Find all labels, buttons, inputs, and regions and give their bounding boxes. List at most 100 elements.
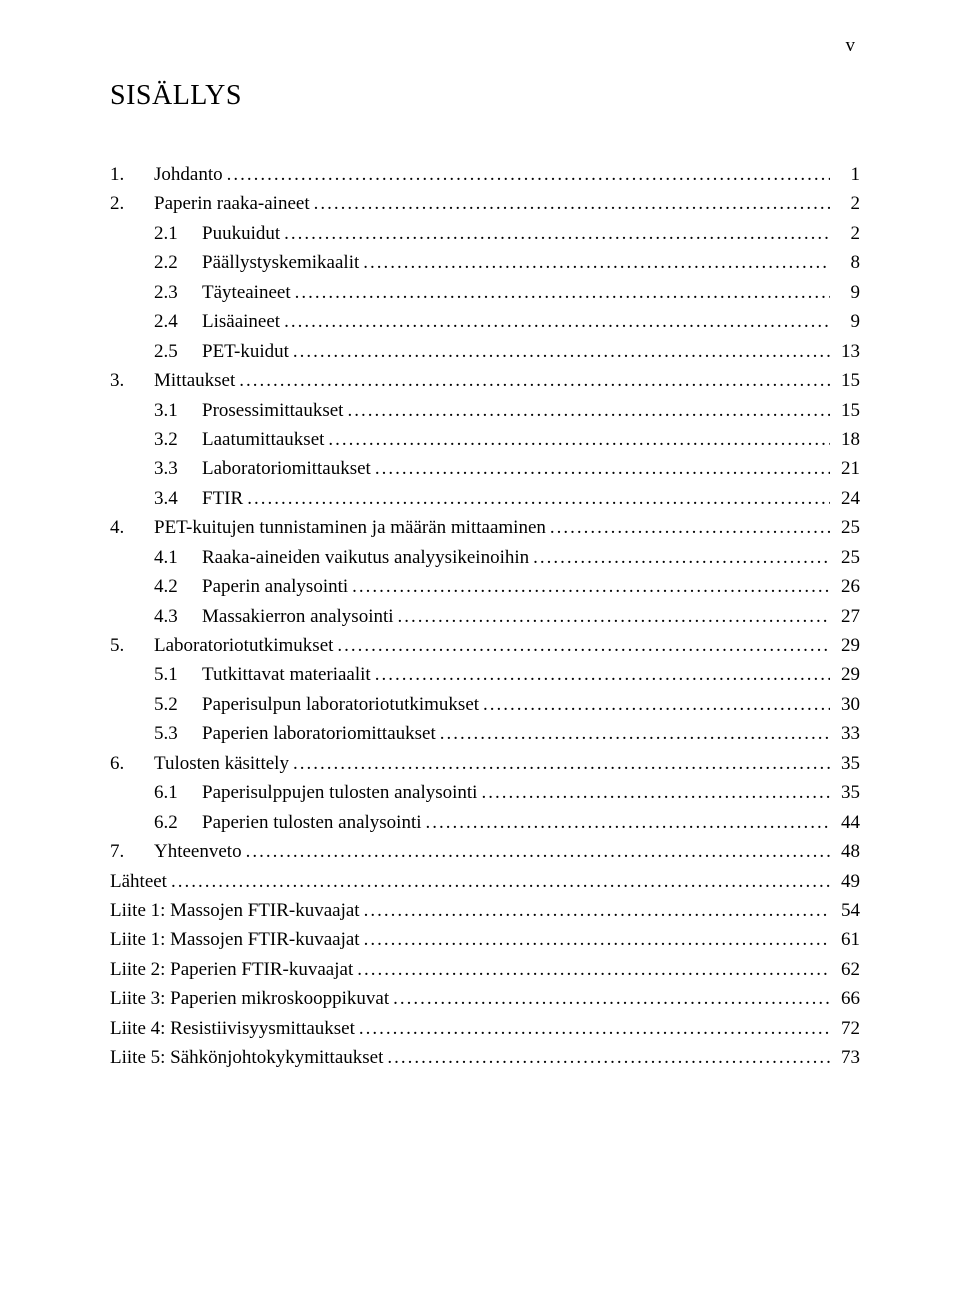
toc-leader-dots	[387, 1043, 830, 1072]
toc-entry-number: 3.4	[154, 484, 202, 513]
toc-leader-dots	[328, 425, 830, 454]
toc-entry: 4.1Raaka-aineiden vaikutus analyysikeino…	[110, 543, 860, 572]
toc-entry-number: 4.1	[154, 543, 202, 572]
toc-entry-text: Mittaukset	[154, 366, 235, 395]
toc-entry-text: Liite 2: Paperien FTIR-kuvaajat	[110, 955, 353, 984]
toc-entry-page: 35	[834, 749, 860, 778]
toc-leader-dots	[247, 484, 830, 513]
toc-entry-text: Liite 3: Paperien mikroskooppikuvat	[110, 984, 389, 1013]
toc-entry: Liite 3: Paperien mikroskooppikuvat66	[110, 984, 860, 1013]
table-of-contents: 1.Johdanto12.Paperin raaka-aineet22.1Puu…	[110, 160, 860, 1073]
toc-entry-text: Laboratoriomittaukset	[202, 454, 371, 483]
toc-entry-text: Raaka-aineiden vaikutus analyysikeinoihi…	[202, 543, 529, 572]
toc-entry-number: 6.1	[154, 778, 202, 807]
toc-leader-dots	[364, 896, 830, 925]
toc-entry: Liite 4: Resistiivisyysmittaukset72	[110, 1014, 860, 1043]
toc-entry: 3.1Prosessimittaukset15	[110, 396, 860, 425]
toc-leader-dots	[246, 837, 830, 866]
toc-entry-page: 27	[834, 602, 860, 631]
toc-entry-page: 49	[834, 867, 860, 896]
toc-entry-text: Prosessimittaukset	[202, 396, 343, 425]
toc-leader-dots	[284, 219, 830, 248]
toc-entry: 3.4FTIR24	[110, 484, 860, 513]
toc-entry-text: Lähteet	[110, 867, 167, 896]
toc-leader-dots	[357, 955, 830, 984]
toc-entry: 3.3Laboratoriomittaukset21	[110, 454, 860, 483]
toc-entry-number: 2.	[110, 189, 154, 218]
toc-entry-text: Liite 1: Massojen FTIR-kuvaajat	[110, 896, 360, 925]
toc-entry-page: 25	[834, 513, 860, 542]
toc-entry: 5.2Paperisulpun laboratoriotutkimukset30	[110, 690, 860, 719]
toc-entry-page: 61	[834, 925, 860, 954]
toc-entry-page: 73	[834, 1043, 860, 1072]
toc-leader-dots	[171, 867, 830, 896]
toc-leader-dots	[239, 366, 830, 395]
toc-entry: Liite 1: Massojen FTIR-kuvaajat 54	[110, 896, 860, 925]
toc-leader-dots	[352, 572, 830, 601]
toc-entry-number: 5.	[110, 631, 154, 660]
toc-entry-number: 6.2	[154, 808, 202, 837]
toc-entry-page: 9	[834, 307, 860, 336]
toc-leader-dots	[347, 396, 830, 425]
toc-entry-text: Paperin analysointi	[202, 572, 348, 601]
toc-entry-text: Liite 1: Massojen FTIR-kuvaajat	[110, 925, 360, 954]
toc-entry-page: 35	[834, 778, 860, 807]
toc-entry-number: 2.2	[154, 248, 202, 277]
toc-entry-page: 29	[834, 660, 860, 689]
toc-entry-page: 2	[834, 189, 860, 218]
toc-entry-text: Laatumittaukset	[202, 425, 324, 454]
toc-leader-dots	[393, 984, 830, 1013]
toc-leader-dots	[364, 925, 830, 954]
toc-leader-dots	[295, 278, 830, 307]
toc-entry-number: 3.1	[154, 396, 202, 425]
toc-entry-text: Paperisulppujen tulosten analysointi	[202, 778, 477, 807]
toc-entry-number: 5.2	[154, 690, 202, 719]
toc-entry: 2.1Puukuidut2	[110, 219, 860, 248]
toc-entry-number: 5.1	[154, 660, 202, 689]
toc-entry: 6.Tulosten käsittely 35	[110, 749, 860, 778]
toc-entry-page: 62	[834, 955, 860, 984]
toc-leader-dots	[293, 749, 830, 778]
toc-leader-dots	[483, 690, 830, 719]
toc-leader-dots	[550, 513, 830, 542]
toc-entry-page: 1	[834, 160, 860, 189]
toc-entry: 1.Johdanto 1	[110, 160, 860, 189]
toc-entry-page: 25	[834, 543, 860, 572]
toc-leader-dots	[293, 337, 830, 366]
toc-entry: 3.Mittaukset15	[110, 366, 860, 395]
toc-entry-page: 21	[834, 454, 860, 483]
toc-entry-text: Paperien tulosten analysointi	[202, 808, 422, 837]
toc-leader-dots	[284, 307, 830, 336]
toc-entry-number: 5.3	[154, 719, 202, 748]
toc-entry-page: 15	[834, 366, 860, 395]
toc-entry-page: 33	[834, 719, 860, 748]
toc-entry-text: Liite 4: Resistiivisyysmittaukset	[110, 1014, 355, 1043]
toc-entry-page: 29	[834, 631, 860, 660]
toc-entry: 5.1Tutkittavat materiaalit29	[110, 660, 860, 689]
toc-entry-number: 1.	[110, 160, 154, 189]
toc-entry: 3.2Laatumittaukset18	[110, 425, 860, 454]
toc-entry: Lähteet 49	[110, 867, 860, 896]
page-number-marker: v	[846, 35, 856, 57]
toc-entry-number: 4.3	[154, 602, 202, 631]
toc-entry-page: 18	[834, 425, 860, 454]
toc-entry-page: 54	[834, 896, 860, 925]
toc-entry-text: Johdanto	[154, 160, 223, 189]
toc-entry-page: 9	[834, 278, 860, 307]
toc-entry: 6.1Paperisulppujen tulosten analysointi 3…	[110, 778, 860, 807]
toc-entry: 5.Laboratoriotutkimukset29	[110, 631, 860, 660]
toc-leader-dots	[363, 248, 830, 277]
toc-leader-dots	[533, 543, 830, 572]
toc-leader-dots	[375, 660, 830, 689]
toc-entry: 2.5PET-kuidut13	[110, 337, 860, 366]
toc-entry-text: Päällystyskemikaalit	[202, 248, 359, 277]
toc-entry-number: 6.	[110, 749, 154, 778]
toc-entry-text: FTIR	[202, 484, 243, 513]
toc-leader-dots	[337, 631, 830, 660]
toc-entry: 5.3Paperien laboratoriomittaukset33	[110, 719, 860, 748]
toc-leader-dots	[398, 602, 830, 631]
toc-entry: 2.3Täyteaineet9	[110, 278, 860, 307]
toc-entry-text: Tulosten käsittely	[154, 749, 289, 778]
toc-entry-page: 26	[834, 572, 860, 601]
toc-entry-text: PET-kuitujen tunnistaminen ja määrän mit…	[154, 513, 546, 542]
